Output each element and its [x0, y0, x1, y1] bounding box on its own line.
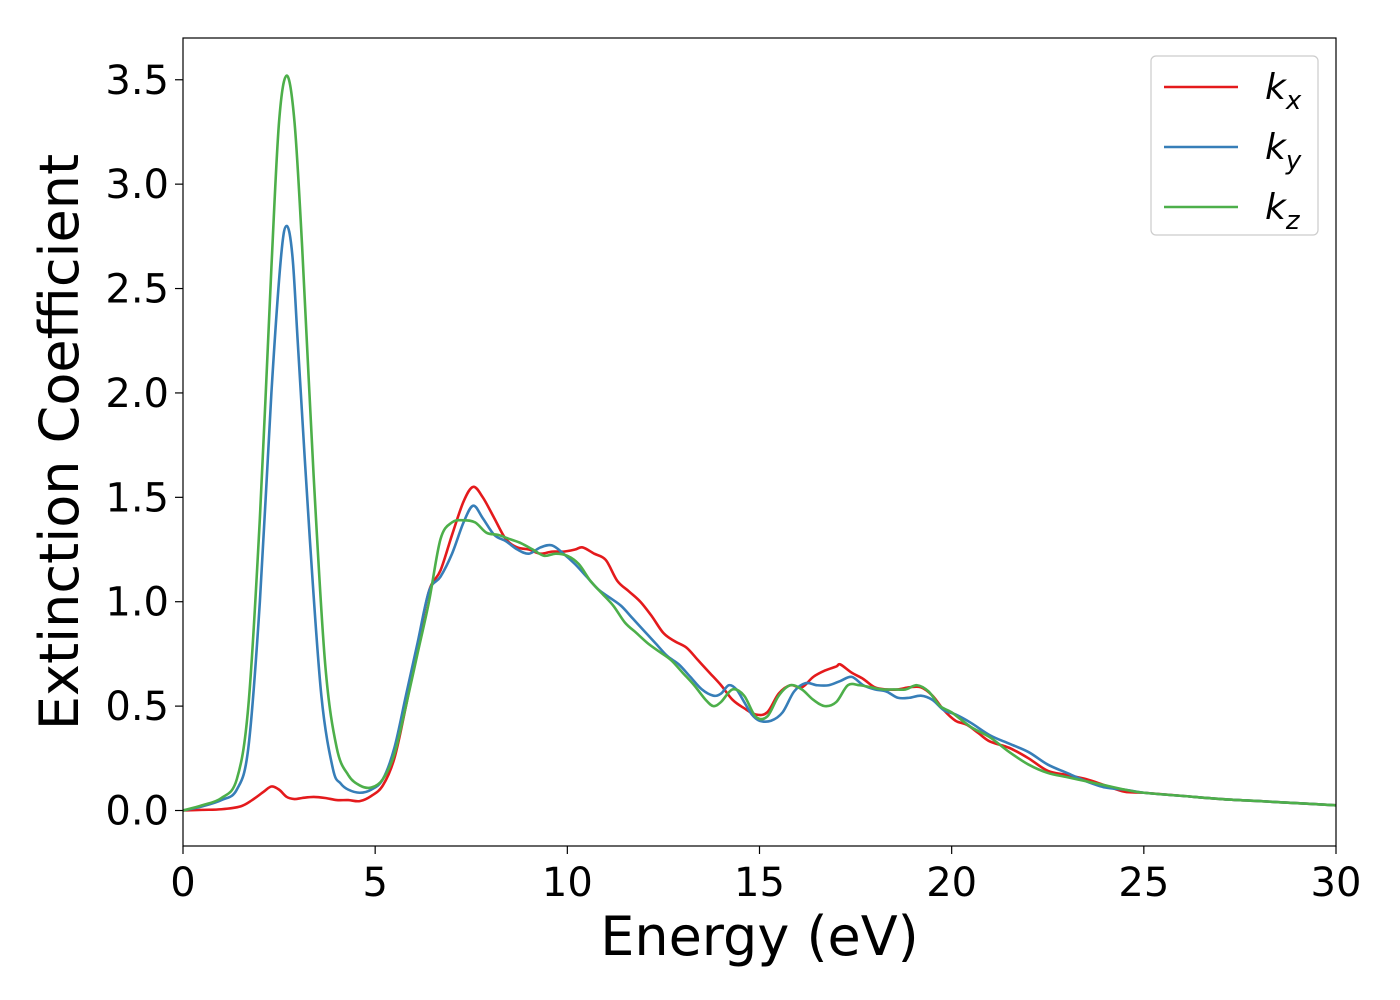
axes-frame — [182, 37, 1337, 847]
x-tick-label: 30 — [1311, 860, 1362, 906]
x-tick-label: 10 — [542, 860, 593, 906]
y-tick-label: 1.5 — [105, 475, 169, 521]
y-tick-label: 3.0 — [105, 162, 169, 208]
legend-box — [1150, 55, 1319, 236]
x-tick-label: 5 — [362, 860, 387, 906]
legend-label-z: kz — [1265, 187, 1301, 236]
legend-label-x: kx — [1265, 67, 1302, 116]
y-tick-label: 2.5 — [105, 267, 169, 313]
y-tick-label: 0.0 — [105, 789, 169, 835]
x-axis: 0 5 10 15 20 25 30 — [170, 846, 1361, 906]
y-tick-label: 1.0 — [105, 580, 169, 626]
plot-area — [183, 74, 1336, 812]
y-axis-label: Extinction Coefficient — [28, 154, 91, 730]
legend-label-y: ky — [1265, 127, 1302, 176]
legend: kx ky kz — [1150, 55, 1319, 236]
series-line-z — [183, 74, 1336, 812]
x-tick-label: 20 — [926, 860, 977, 906]
x-tick-label: 0 — [170, 860, 195, 906]
series-line-y — [183, 224, 1336, 812]
y-tick-label: 2.0 — [105, 371, 169, 417]
x-tick-label: 15 — [734, 860, 785, 906]
y-tick-label: 0.5 — [105, 684, 169, 730]
y-axis: 0.0 0.5 1.0 1.5 2.0 2.5 3.0 3.5 — [105, 58, 183, 835]
y-tick-label: 3.5 — [105, 58, 169, 104]
x-axis-label: Energy (eV) — [600, 905, 919, 968]
series-line-x — [183, 485, 1336, 812]
x-tick-label: 25 — [1118, 860, 1169, 906]
